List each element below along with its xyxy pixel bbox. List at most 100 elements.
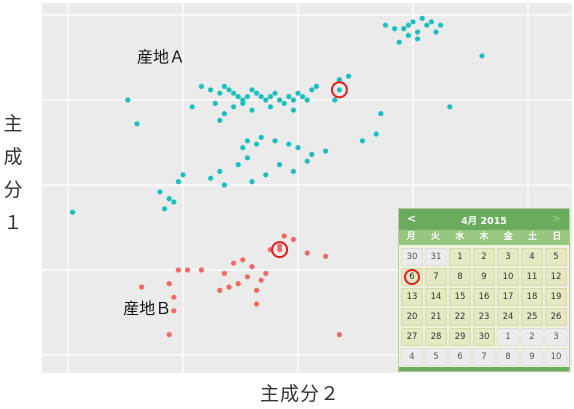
data-point bbox=[249, 107, 255, 113]
data-point bbox=[419, 15, 425, 21]
data-point bbox=[244, 155, 250, 161]
data-point bbox=[447, 104, 453, 110]
data-point bbox=[166, 281, 172, 287]
data-point bbox=[267, 94, 273, 100]
calendar-day-cell[interactable]: 18 bbox=[521, 288, 543, 306]
calendar-day-cell[interactable]: 24 bbox=[497, 308, 519, 326]
calendar-day-cell[interactable]: 11 bbox=[521, 268, 543, 286]
calendar-day-cell[interactable]: 8 bbox=[449, 268, 471, 286]
calendar-day-cell[interactable]: 30 bbox=[401, 248, 423, 266]
data-point bbox=[323, 253, 329, 259]
data-point bbox=[313, 83, 319, 89]
calendar-day-cell[interactable]: 19 bbox=[545, 288, 567, 306]
data-point bbox=[392, 26, 398, 32]
calendar-day-cell[interactable]: 20 bbox=[401, 308, 423, 326]
data-point bbox=[134, 121, 140, 127]
data-point bbox=[244, 94, 250, 100]
data-point bbox=[286, 94, 292, 100]
data-point bbox=[281, 100, 287, 106]
data-point bbox=[336, 87, 342, 93]
data-point bbox=[244, 138, 250, 144]
data-point bbox=[217, 90, 223, 96]
data-point bbox=[226, 284, 232, 290]
calendar-day-cell[interactable]: 7 bbox=[473, 348, 495, 366]
weekday-mon: 月 bbox=[406, 232, 416, 242]
calendar-weekday-row: 月 火 水 木 金 土 日 bbox=[399, 230, 569, 245]
data-point bbox=[382, 22, 388, 28]
data-point bbox=[410, 19, 416, 25]
calendar-day-cell[interactable]: 25 bbox=[521, 308, 543, 326]
calendar-day-cell[interactable]: 2 bbox=[521, 328, 543, 346]
data-point bbox=[332, 97, 338, 103]
calendar-day-cell[interactable]: 3 bbox=[545, 328, 567, 346]
data-point bbox=[277, 162, 283, 168]
calendar-day-cell[interactable]: 16 bbox=[473, 288, 495, 306]
calendar-day-cell[interactable]: 27 bbox=[401, 328, 423, 346]
data-point bbox=[286, 141, 292, 147]
calendar-day-cell[interactable]: 22 bbox=[449, 308, 471, 326]
data-point bbox=[405, 22, 411, 28]
weekday-thu: 木 bbox=[479, 232, 489, 242]
data-point bbox=[424, 22, 430, 28]
calendar-day-cell[interactable]: 31 bbox=[425, 248, 447, 266]
calendar-day-cell[interactable]: 12 bbox=[545, 268, 567, 286]
calendar-day-cell[interactable]: 7 bbox=[425, 268, 447, 286]
data-point bbox=[254, 287, 260, 293]
calendar-day-cell[interactable]: 5 bbox=[425, 348, 447, 366]
data-point bbox=[415, 36, 421, 42]
data-point bbox=[479, 53, 485, 59]
data-point bbox=[139, 284, 145, 290]
calendar-day-grid: 30 31 1 2 3 4 5 6 7 8 9 10 11 12 13 14 15 16 17 18 19 20 21 22 2… bbox=[399, 245, 569, 366]
y-axis-label: 主 成 分 １ bbox=[3, 113, 23, 234]
calendar-day-cell[interactable]: 3 bbox=[497, 248, 519, 266]
calendar-day-cell[interactable]: 21 bbox=[425, 308, 447, 326]
calendar-day-cell[interactable]: 26 bbox=[545, 308, 567, 326]
calendar-day-cell[interactable]: 15 bbox=[449, 288, 471, 306]
calendar-day-cell[interactable]: 4 bbox=[401, 348, 423, 366]
calendar-day-cell[interactable]: 23 bbox=[473, 308, 495, 326]
weekday-wed: 水 bbox=[455, 232, 465, 242]
calendar-day-cell[interactable]: 30 bbox=[473, 328, 495, 346]
calendar-day-cell[interactable]: 13 bbox=[401, 288, 423, 306]
data-point bbox=[304, 250, 310, 256]
calendar-day-cell[interactable]: 10 bbox=[497, 268, 519, 286]
data-point bbox=[304, 158, 310, 164]
calendar-day-cell[interactable]: 6 bbox=[449, 348, 471, 366]
data-point bbox=[198, 267, 204, 273]
data-point bbox=[267, 104, 273, 110]
calendar-day-cell[interactable]: 2 bbox=[473, 248, 495, 266]
calendar-day-cell[interactable]: 29 bbox=[449, 328, 471, 346]
data-point bbox=[438, 22, 444, 28]
date-picker-calendar: < 4月 2015 > 月 火 水 木 金 土 日 30 31 1 2 3 4 5 6 7 8 9 1… bbox=[398, 208, 570, 372]
calendar-day-cell[interactable]: 28 bbox=[425, 328, 447, 346]
calendar-day-cell[interactable]: 8 bbox=[497, 348, 519, 366]
calendar-day-cell[interactable]: 1 bbox=[497, 328, 519, 346]
data-point bbox=[226, 87, 232, 93]
calendar-day-cell[interactable]: 9 bbox=[473, 268, 495, 286]
calendar-day-cell[interactable]: 17 bbox=[497, 288, 519, 306]
calendar-day-cell[interactable]: 1 bbox=[449, 248, 471, 266]
data-point bbox=[290, 236, 296, 242]
data-point bbox=[180, 172, 186, 178]
calendar-day-cell[interactable]: 4 bbox=[521, 248, 543, 266]
data-point bbox=[231, 260, 237, 266]
data-point bbox=[277, 97, 283, 103]
data-point bbox=[295, 145, 301, 151]
calendar-day-cell[interactable]: 9 bbox=[521, 348, 543, 366]
data-point bbox=[171, 308, 177, 314]
data-point bbox=[263, 172, 269, 178]
data-point bbox=[258, 94, 264, 100]
data-point bbox=[346, 73, 352, 79]
calendar-day-cell[interactable]: 10 bbox=[545, 348, 567, 366]
series-annotation-label: 産地Ａ bbox=[137, 48, 185, 67]
data-point bbox=[378, 111, 384, 117]
data-point bbox=[428, 19, 434, 25]
highlight-circle-icon bbox=[271, 241, 289, 259]
calendar-day-cell[interactable]: 14 bbox=[425, 288, 447, 306]
data-point bbox=[281, 233, 287, 239]
prev-month-button[interactable]: < bbox=[407, 212, 417, 225]
next-month-button[interactable]: > bbox=[551, 212, 561, 225]
data-point bbox=[189, 104, 195, 110]
calendar-day-cell[interactable]: 5 bbox=[545, 248, 567, 266]
calendar-footer-bar bbox=[399, 367, 569, 371]
